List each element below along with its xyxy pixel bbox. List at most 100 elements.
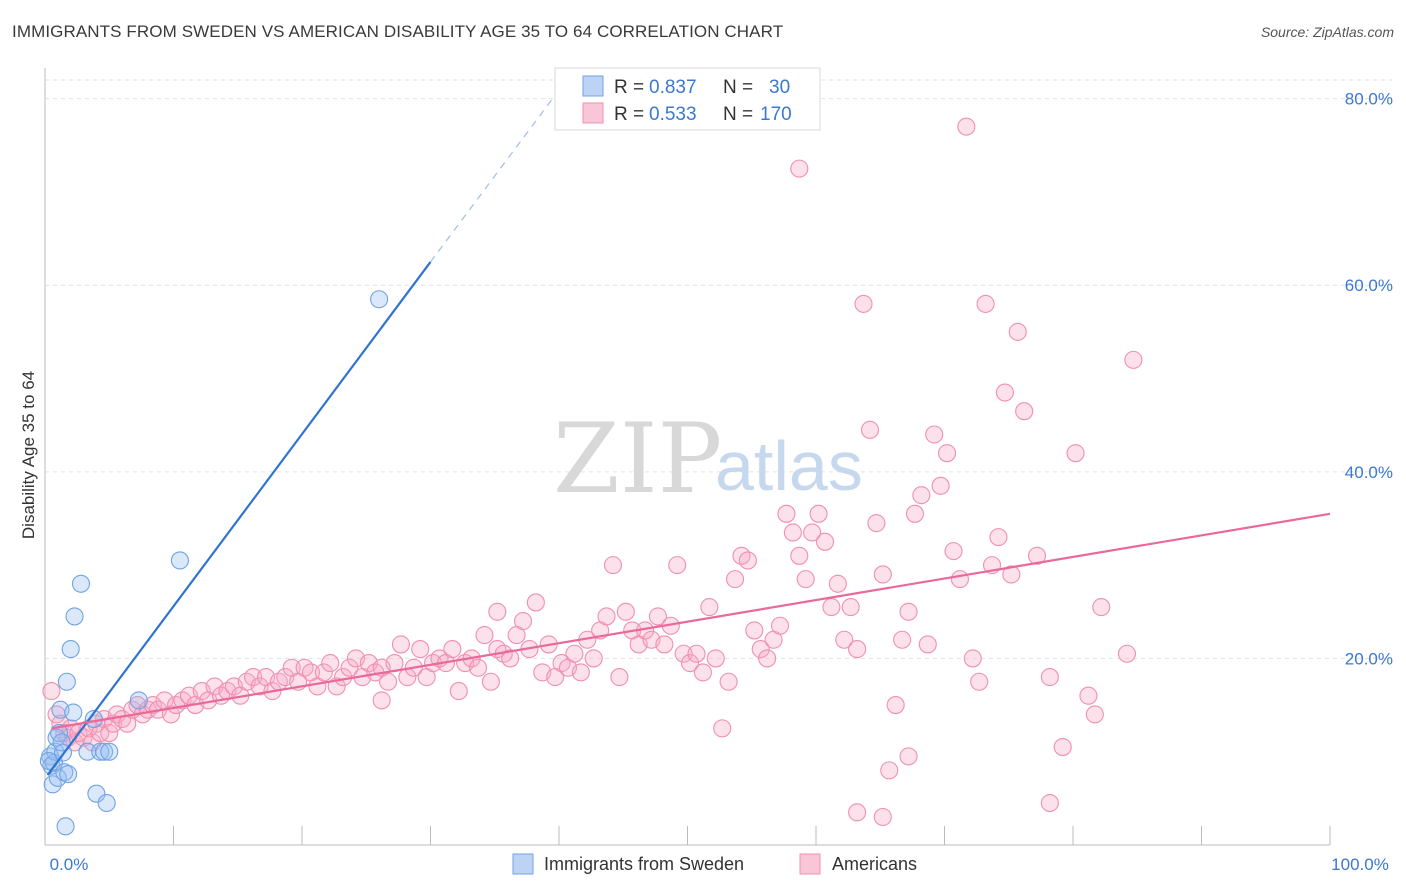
americans-point xyxy=(783,523,802,542)
grid-lines xyxy=(45,79,1392,659)
americans-point xyxy=(738,551,757,570)
x-tick-label-max: 100.0% xyxy=(1331,855,1389,874)
americans-point xyxy=(848,803,867,822)
americans-point xyxy=(854,294,873,313)
americans-trend-line xyxy=(51,512,1331,730)
watermark-zip: ZIP xyxy=(553,403,722,515)
americans-point xyxy=(950,570,969,589)
legend-swatch-sweden xyxy=(582,75,604,97)
sweden-point xyxy=(57,672,76,691)
americans-point xyxy=(1015,402,1034,421)
legend-n-label-2: N = xyxy=(723,104,753,125)
americans-point xyxy=(790,159,809,178)
americans-point xyxy=(526,593,545,612)
bottom-legend-label-sweden: Immigrants from Sweden xyxy=(544,854,744,874)
americans-point xyxy=(1085,705,1104,724)
americans-point xyxy=(1092,598,1111,617)
americans-point xyxy=(938,444,957,463)
legend-n-value-2: 170 xyxy=(760,104,792,125)
americans-point xyxy=(1117,644,1137,663)
americans-point xyxy=(100,723,119,743)
bottom-legend-swatch-americans xyxy=(799,853,821,875)
americans-point xyxy=(828,574,847,593)
sweden-trend-line xyxy=(46,261,432,776)
americans-point xyxy=(803,523,822,542)
americans-point xyxy=(411,640,430,659)
americans-point xyxy=(552,654,571,673)
x-tick-label-min: 0.0% xyxy=(50,855,89,874)
americans-point xyxy=(584,649,603,668)
sweden-point xyxy=(71,574,91,593)
americans-point xyxy=(1008,322,1027,341)
americans-point xyxy=(963,649,982,668)
americans-point xyxy=(693,663,712,682)
y-axis-title: Disability Age 35 to 64 xyxy=(19,371,38,539)
sweden-point xyxy=(95,742,114,761)
americans-point xyxy=(719,672,738,691)
chart-title: IMMIGRANTS FROM SWEDEN VS AMERICAN DISAB… xyxy=(12,22,784,41)
americans-point xyxy=(995,383,1014,402)
trend-lines xyxy=(46,98,1331,776)
chart-source: Source: ZipAtlas.com xyxy=(1260,24,1394,40)
americans-point xyxy=(475,626,494,645)
americans-point xyxy=(745,621,764,640)
americans-point xyxy=(777,504,796,523)
sweden-point xyxy=(129,691,148,710)
sweden-point xyxy=(59,765,78,784)
americans-point xyxy=(340,658,359,677)
sweden-point xyxy=(100,742,119,761)
americans-point xyxy=(674,644,693,663)
americans-point xyxy=(912,486,931,505)
bottom-legend-swatch-sweden xyxy=(512,853,534,875)
americans-point xyxy=(867,514,886,533)
americans-point xyxy=(1002,565,1021,584)
americans-point xyxy=(501,649,520,668)
americans-point xyxy=(957,117,976,136)
americans-point xyxy=(1053,737,1072,757)
americans-point xyxy=(944,542,963,561)
americans-point xyxy=(918,635,937,654)
americans-point xyxy=(886,696,905,715)
americans-point xyxy=(880,761,899,780)
y-tick-label: 20.0% xyxy=(1345,649,1393,668)
sweden-point xyxy=(61,640,80,659)
americans-point xyxy=(790,546,809,565)
americans-point xyxy=(700,598,719,617)
americans-point xyxy=(893,630,912,649)
americans-point xyxy=(42,682,61,701)
americans-point xyxy=(1040,793,1059,813)
americans-point xyxy=(841,598,860,617)
sweden-point xyxy=(370,290,389,309)
americans-point xyxy=(65,733,84,752)
bottom-legend: Immigrants from Sweden Americans xyxy=(512,853,917,875)
sweden-point xyxy=(64,703,83,722)
americans-point xyxy=(873,565,892,584)
americans-point xyxy=(848,640,867,659)
americans-point xyxy=(905,504,924,523)
y-tick-label: 60.0% xyxy=(1345,276,1393,295)
americans-point xyxy=(725,570,745,589)
americans-point xyxy=(565,644,584,663)
americans-point xyxy=(603,556,623,575)
sweden-point xyxy=(87,784,106,803)
americans-point xyxy=(976,294,995,313)
americans-point xyxy=(648,607,667,626)
americans-point xyxy=(244,668,263,687)
americans-point xyxy=(668,556,687,575)
americans-point xyxy=(681,654,700,673)
watermark-atlas: atlas xyxy=(715,427,863,505)
americans-point xyxy=(713,719,732,738)
y-tick-label: 40.0% xyxy=(1345,463,1393,482)
americans-point xyxy=(815,532,835,551)
americans-point xyxy=(706,649,725,668)
americans-point xyxy=(655,635,674,654)
bottom-legend-label-americans: Americans xyxy=(832,854,917,874)
legend-swatch-americans xyxy=(582,102,604,124)
tick-labels: 20.0% 40.0% 60.0% 80.0% 0.0% 100.0% xyxy=(50,90,1393,874)
americans-point xyxy=(899,602,918,621)
sweden-point xyxy=(56,817,75,836)
watermark: ZIP atlas xyxy=(553,403,863,515)
americans-point xyxy=(610,668,629,687)
americans-point xyxy=(372,691,391,710)
americans-point xyxy=(597,607,616,626)
